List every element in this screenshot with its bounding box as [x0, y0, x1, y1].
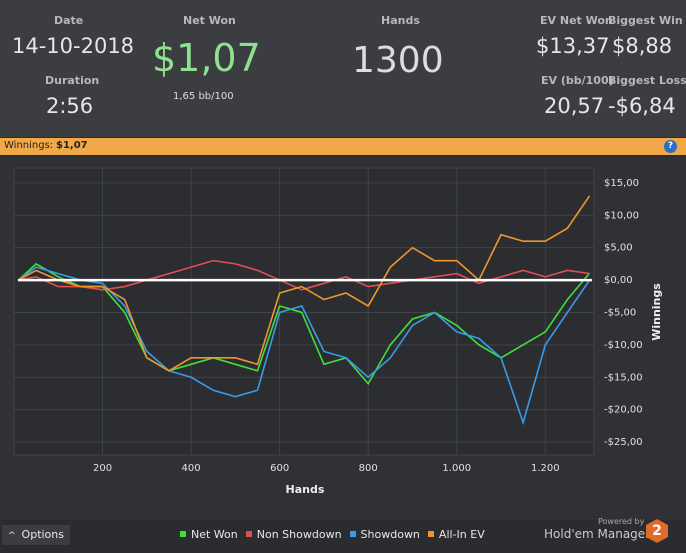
label: Winnings: — [4, 140, 54, 151]
value: $8,88 — [612, 34, 673, 58]
value: 1,65 bb/100 — [173, 91, 234, 102]
hands: 1300 — [352, 40, 444, 81]
label: Duration — [45, 74, 100, 87]
x-tick-label: 600 — [270, 463, 289, 474]
value: -$6,84 — [608, 94, 676, 118]
y-tick-label: -$15,00 — [604, 372, 643, 383]
net-won: $1,07 — [152, 36, 261, 80]
label: Net Won — [183, 14, 236, 27]
x-axis-label: Hands — [286, 483, 325, 496]
x-tick-label: 800 — [359, 463, 378, 474]
x-tick-label: 400 — [182, 463, 201, 474]
label: Biggest Win — [608, 14, 683, 27]
x-tick-label: 1.200 — [531, 463, 560, 474]
legend-swatch — [349, 531, 356, 537]
brand: Hold'em Manager — [544, 527, 651, 541]
value: 20,57 — [544, 94, 605, 118]
series-line — [17, 262, 591, 386]
series-line — [18, 195, 591, 372]
legend-swatch — [427, 531, 434, 537]
legend-label: Net Won — [191, 528, 238, 541]
chart: Hands Winnings $15,00 $10,00 $5,00 $0,00 -$5… — [0, 156, 686, 521]
legend-label: All-In EV — [438, 528, 485, 541]
label: Hands — [381, 14, 420, 27]
label: EV Net Won — [540, 14, 613, 27]
options-button[interactable]: ^ Options — [2, 525, 70, 545]
legend-label: Non Showdown — [256, 528, 342, 541]
label: Biggest Loss — [608, 74, 686, 87]
options-label: Options — [21, 528, 64, 541]
y-tick-label: $5,00 — [604, 243, 633, 254]
value: 2:56 — [46, 94, 94, 118]
y-tick-label: -$5,00 — [604, 307, 636, 318]
y-tick-label: -$25,00 — [604, 437, 643, 448]
footer: ^ Options Net Won Non Showdown Showdown All-… — [0, 517, 686, 553]
value: 14-10-2018 — [12, 34, 135, 58]
legend-label: Showdown — [360, 528, 420, 541]
y-tick-label: $0,00 — [604, 275, 633, 286]
help-icon[interactable]: ? — [664, 140, 677, 153]
brand-logo: 2 — [646, 519, 668, 543]
y-tick-label: $15,00 — [604, 178, 639, 189]
y-axis-label: Winnings — [650, 283, 663, 341]
legend: Net Won Non Showdown Showdown All-In EV — [172, 528, 485, 541]
label: Date — [54, 14, 84, 27]
y-tick-label: $10,00 — [604, 210, 639, 221]
header: Date 14-10-2018 Duration 2:56 Net Won $1… — [0, 0, 686, 137]
y-tick-label: -$20,00 — [604, 405, 643, 416]
legend-swatch — [245, 531, 252, 537]
label: EV (bb/100) — [541, 74, 614, 87]
value: $13,37 — [536, 34, 610, 58]
value: $1,07 — [56, 140, 88, 151]
winnings-bar: Winnings: $1,07 ? — [0, 138, 686, 155]
legend-swatch — [180, 531, 186, 537]
y-tick-label: -$10,00 — [604, 340, 643, 351]
x-tick-label: 200 — [93, 463, 112, 474]
x-tick-label: 1.000 — [442, 463, 471, 474]
powered-by: Powered by — [598, 517, 645, 526]
